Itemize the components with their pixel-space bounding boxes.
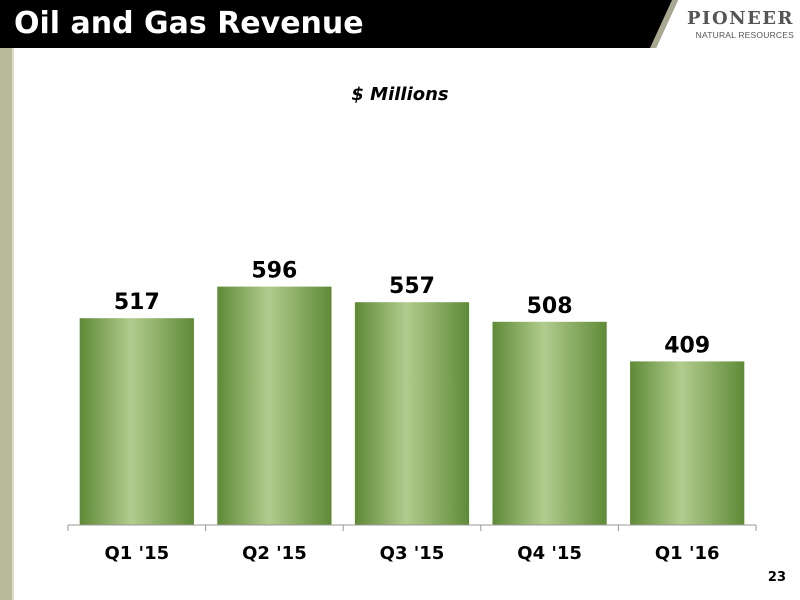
x-tick-label-3: Q3 '15 bbox=[380, 543, 445, 564]
logo-sub-text: NATURAL RESOURCES bbox=[695, 30, 794, 40]
x-tick-label-4: Q4 '15 bbox=[517, 543, 582, 564]
logo: PIONEER NATURAL RESOURCES bbox=[678, 0, 800, 48]
data-label-1: 517 bbox=[114, 290, 160, 315]
data-label-4: 508 bbox=[527, 294, 573, 319]
page-number: 23 bbox=[767, 570, 786, 585]
bar-5 bbox=[630, 361, 745, 525]
chart-subtitle: $ Millions bbox=[351, 84, 449, 105]
left-accent-bar bbox=[0, 48, 12, 600]
x-tick-label-5: Q1 '16 bbox=[655, 543, 720, 564]
left-accent-line bbox=[12, 48, 14, 600]
data-label-5: 409 bbox=[664, 333, 710, 358]
bar-3 bbox=[354, 302, 470, 525]
x-tick-label-2: Q2 '15 bbox=[242, 543, 307, 564]
slide-title: Oil and Gas Revenue bbox=[14, 6, 364, 41]
data-label-3: 557 bbox=[389, 274, 435, 299]
bar-1 bbox=[79, 318, 194, 525]
data-label-2: 596 bbox=[251, 259, 297, 284]
bar-4 bbox=[492, 321, 607, 525]
bar-2 bbox=[217, 286, 332, 525]
logo-main-text: PIONEER bbox=[687, 8, 794, 29]
x-tick-label-1: Q1 '15 bbox=[104, 543, 169, 564]
